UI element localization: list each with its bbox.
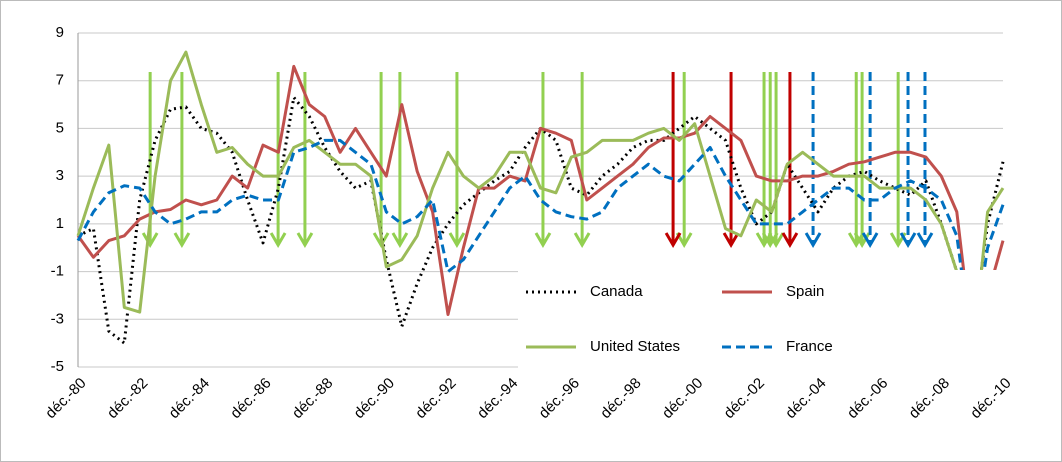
y-tick-label: -1 — [51, 263, 64, 280]
arrow-head — [675, 232, 693, 248]
event-arrow — [173, 72, 191, 248]
y-tick-label: 1 — [56, 215, 64, 232]
event-arrow — [781, 72, 799, 248]
event-arrow — [767, 72, 785, 248]
event-arrow — [448, 72, 466, 248]
event-arrow — [573, 72, 591, 248]
event-arrow — [916, 72, 934, 248]
arrow-head — [804, 232, 822, 248]
event-arrow — [899, 72, 917, 248]
event-arrow — [391, 72, 409, 248]
y-tick-label: -3 — [51, 310, 64, 327]
arrow-head — [141, 232, 159, 248]
legend-box — [518, 270, 1003, 373]
y-tick-label: 9 — [56, 24, 64, 41]
arrow-head — [534, 232, 552, 248]
arrow-head — [861, 232, 879, 248]
arrow-head — [173, 232, 191, 248]
arrow-head — [296, 232, 314, 248]
y-tick-label: 3 — [56, 167, 64, 184]
arrow-head — [573, 232, 591, 248]
arrow-head — [391, 232, 409, 248]
event-arrow — [534, 72, 552, 248]
y-tick-label: -5 — [51, 358, 64, 375]
arrow-head — [269, 232, 287, 248]
arrow-head — [767, 232, 785, 248]
arrow-head — [664, 232, 682, 248]
event-arrow — [664, 72, 682, 248]
event-arrow — [675, 72, 693, 248]
series-line — [76, 50, 1005, 359]
arrow-head — [781, 232, 799, 248]
legend-label: France — [786, 338, 833, 355]
series-line — [76, 64, 1005, 345]
series-line — [76, 138, 1005, 352]
event-arrow — [269, 72, 287, 248]
arrow-head — [722, 232, 740, 248]
event-arrow — [722, 72, 740, 248]
y-tick-label: 7 — [56, 72, 64, 89]
arrow-head — [448, 232, 466, 248]
arrow-head — [916, 232, 934, 248]
y-tick-label: 5 — [56, 119, 64, 136]
legend-label: United States — [590, 338, 680, 355]
event-arrow — [296, 72, 314, 248]
legend-label: Spain — [786, 283, 824, 300]
legend-label: Canada — [590, 283, 643, 300]
arrow-head — [899, 232, 917, 248]
